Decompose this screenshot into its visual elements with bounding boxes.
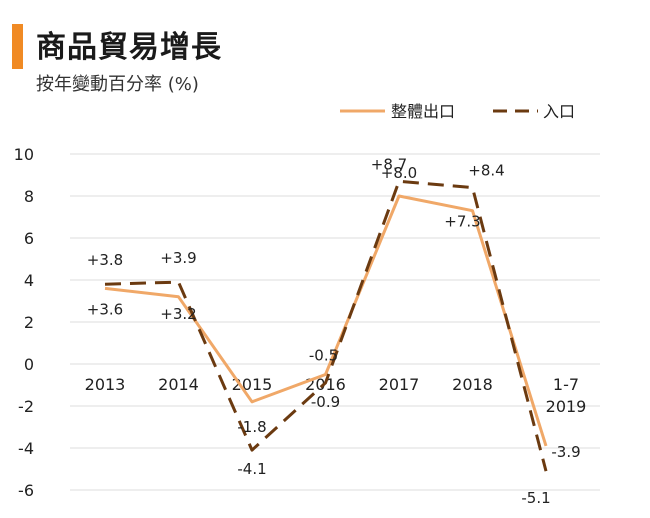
x-tick-label: 2013 [85, 375, 126, 394]
y-tick-label: 4 [24, 271, 34, 290]
x-tick-label: 2018 [452, 375, 493, 394]
data-label-export: -1.8 [237, 418, 266, 436]
y-axis-ticks: -6 -4 -2 0 2 4 6 8 10 [14, 145, 34, 500]
y-tick-label: 8 [24, 187, 34, 206]
data-label-export: -0.5 [309, 347, 338, 365]
data-label-import: +8.4 [468, 162, 504, 180]
legend: 整體出口 入口 [340, 102, 575, 121]
series-line-import [104, 179, 548, 472]
x-tick-label: 2019 [546, 397, 587, 416]
data-label-import: -0.9 [311, 393, 340, 411]
data-labels: +3.6 +3.2 -1.8 -0.5 +8.0 +7.3 -3.9 +3.8 +3.9 -4.1… [87, 155, 581, 507]
chart-title: 商品貿易增長 [36, 30, 222, 65]
y-tick-label: 0 [24, 355, 34, 374]
chart-subtitle: 按年變動百分率 (%) [36, 74, 199, 95]
data-label-export: -3.9 [551, 443, 580, 461]
data-label-export: +7.3 [444, 213, 480, 231]
series-lines [104, 179, 548, 472]
y-tick-label: -2 [18, 397, 34, 416]
legend-label-import: 入口 [543, 102, 575, 121]
y-tick-label: -6 [18, 481, 34, 500]
data-label-import: +3.9 [160, 249, 196, 267]
x-tick-label: 2015 [232, 375, 273, 394]
data-label-export: +3.6 [87, 300, 123, 318]
y-tick-label: 6 [24, 229, 34, 248]
x-tick-label: 1-7 [553, 375, 579, 394]
y-tick-label: 10 [14, 145, 34, 164]
x-tick-label: 2017 [379, 375, 420, 394]
y-tick-label: -4 [18, 439, 34, 458]
series-line-export [104, 194, 548, 447]
title-accent-bar [12, 24, 23, 69]
legend-label-export: 整體出口 [391, 102, 455, 121]
data-label-import: +8.7 [371, 155, 407, 173]
x-tick-label: 2014 [158, 375, 199, 394]
data-label-import: -4.1 [237, 460, 266, 478]
data-label-export: +3.2 [160, 305, 196, 323]
y-tick-label: 2 [24, 313, 34, 332]
data-label-export: +8.0 [381, 164, 417, 182]
gridlines [70, 153, 600, 491]
data-label-import: -5.1 [521, 489, 550, 507]
data-label-import: +3.8 [87, 251, 123, 269]
